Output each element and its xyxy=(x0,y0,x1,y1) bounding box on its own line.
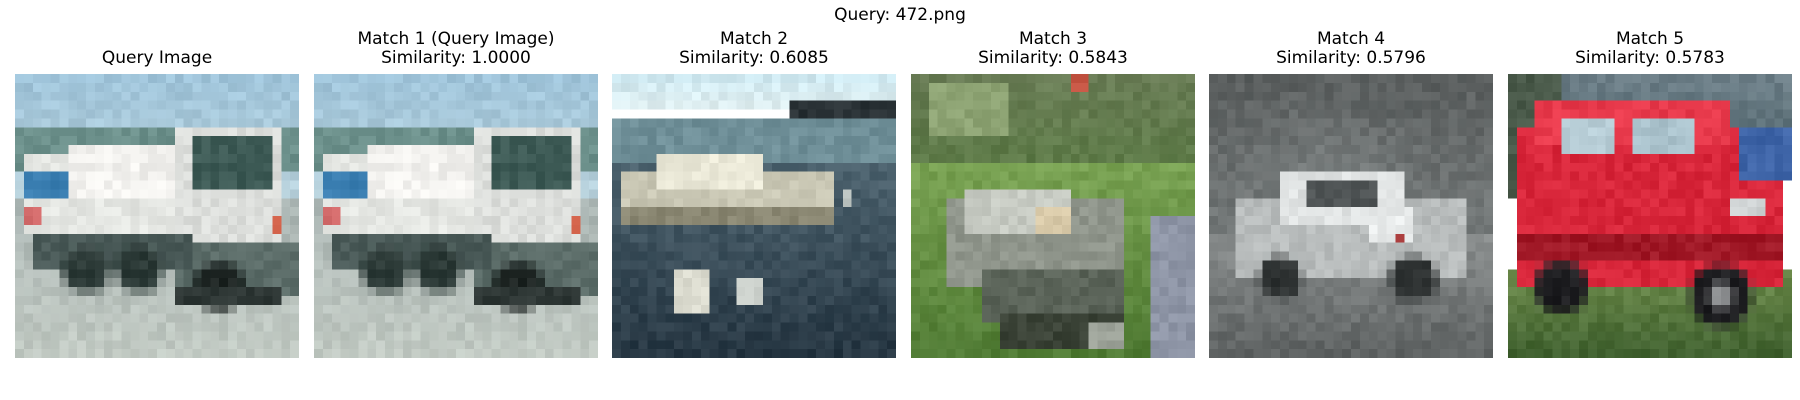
panel-title: Match 5 Similarity: 0.5783 xyxy=(1508,30,1792,68)
panel-title-line: Match 5 xyxy=(1615,29,1685,49)
match-4-panel: Match 4 Similarity: 0.5796 xyxy=(1209,30,1493,358)
panel-title: Query Image xyxy=(15,49,299,68)
query-thumbnail-image xyxy=(15,74,299,358)
match-1-thumbnail-image xyxy=(314,74,598,358)
match-2-panel: Match 2 Similarity: 0.6085 xyxy=(612,30,896,358)
match-3-panel: Match 3 Similarity: 0.5843 xyxy=(911,30,1195,358)
panel-title-line: Match 1 (Query Image) xyxy=(357,29,555,49)
similarity-score: Similarity: 0.5843 xyxy=(978,48,1128,68)
panel-title-line: Match 4 xyxy=(1316,29,1386,49)
similarity-score: Similarity: 1.0000 xyxy=(381,48,531,68)
similarity-score: Similarity: 0.6085 xyxy=(679,48,829,68)
similarity-score: Similarity: 0.5796 xyxy=(1276,48,1426,68)
panel-title-line: Match 2 xyxy=(719,29,789,49)
similarity-score: Similarity: 0.5783 xyxy=(1575,48,1725,68)
match-5-thumbnail-image xyxy=(1508,74,1792,358)
match-2-thumbnail-image xyxy=(612,74,896,358)
match-5-panel: Match 5 Similarity: 0.5783 xyxy=(1508,30,1792,358)
figure-title: Query: 472.png xyxy=(834,5,966,25)
query-image-panel: Query Image xyxy=(15,32,299,358)
panel-title: Match 2 Similarity: 0.6085 xyxy=(612,30,896,68)
panel-title: Match 4 Similarity: 0.5796 xyxy=(1209,30,1493,68)
panel-title-line: Match 3 xyxy=(1018,29,1088,49)
panel-title: Match 1 (Query Image) Similarity: 1.0000 xyxy=(314,30,598,68)
match-3-thumbnail-image xyxy=(911,74,1195,358)
panel-title-line: Query Image xyxy=(101,48,213,68)
match-1-panel: Match 1 (Query Image) Similarity: 1.0000 xyxy=(314,30,598,358)
panel-title: Match 3 Similarity: 0.5843 xyxy=(911,30,1195,68)
match-4-thumbnail-image xyxy=(1209,74,1493,358)
